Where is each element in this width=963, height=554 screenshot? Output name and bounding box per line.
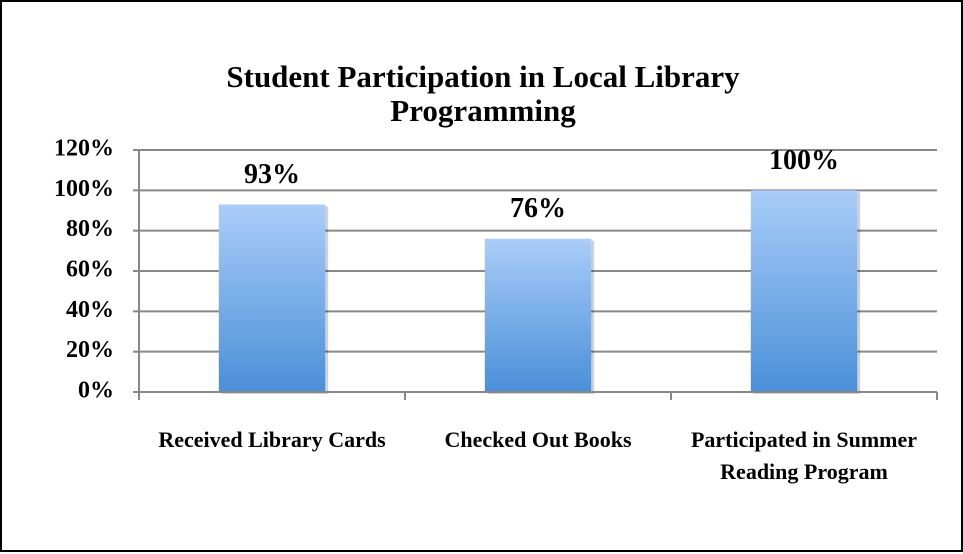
y-tick-label: 40% [66,297,114,323]
y-tick-label: 60% [66,257,114,283]
x-tick-label: Received Library Cards [158,427,386,452]
data-label: 93% [244,159,300,190]
chart-title: Student Participation in Local Library P… [226,59,740,128]
y-tick-label: 120% [54,136,114,162]
y-tick-label: 80% [66,216,114,242]
data-label: 76% [510,193,566,224]
bar [750,190,858,392]
y-tick-label: 0% [78,378,114,404]
y-tick-label: 100% [54,176,114,202]
x-tick-label: Checked Out Books [444,427,632,452]
x-tick-label: Participated in Summer Reading Program [690,427,918,484]
data-label: 100% [769,145,839,176]
bar [218,204,326,392]
y-tick-label: 20% [66,337,114,363]
bar [484,238,592,392]
